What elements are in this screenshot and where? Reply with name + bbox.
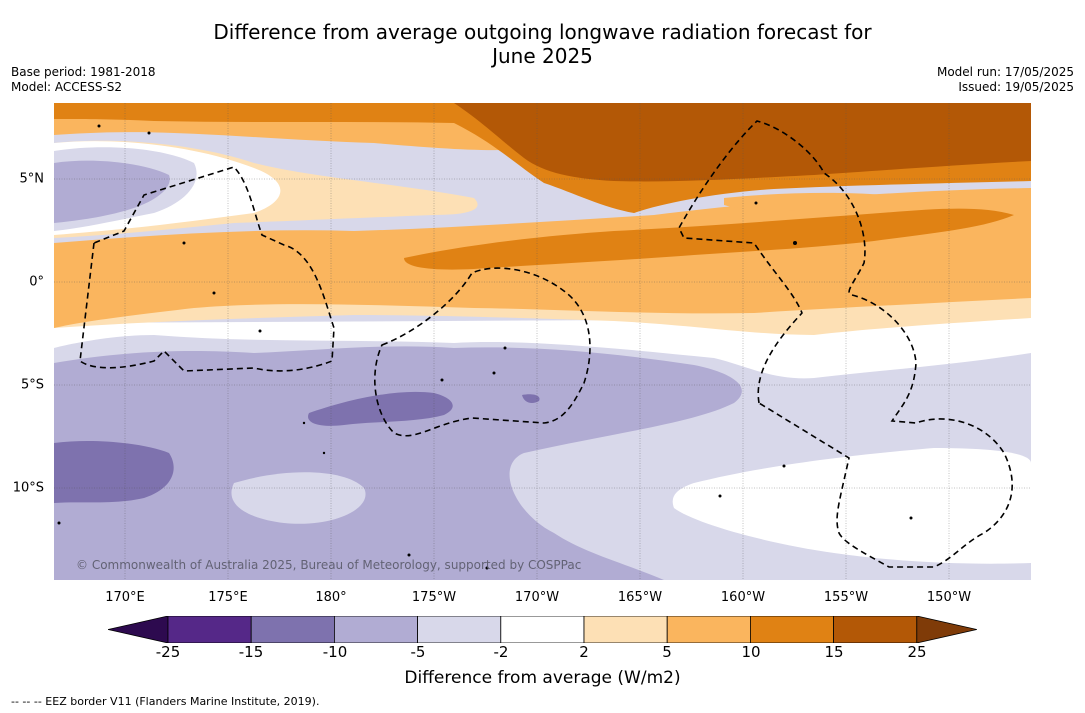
lat-label-5n: 5°N bbox=[19, 171, 45, 187]
base-period: Base period: 1981-2018 bbox=[11, 65, 156, 79]
colorbar-tick: 2 bbox=[579, 643, 589, 661]
model-name: Model: ACCESS-S2 bbox=[11, 80, 123, 94]
graticule bbox=[54, 103, 1031, 580]
lon-label-160w: 160°W bbox=[720, 590, 766, 605]
colorbar-segment bbox=[333, 615, 418, 644]
olr-anomaly-map bbox=[54, 103, 1031, 580]
lon-label-155w: 155°W bbox=[823, 590, 869, 605]
eez-legend: -- -- -- EEZ border V11 (Flanders Marine… bbox=[11, 695, 320, 708]
colorbar-segment bbox=[583, 615, 668, 644]
band-dark-purple-spot bbox=[522, 394, 540, 403]
model-run-date: Model run: 17/05/2025 bbox=[936, 65, 1074, 79]
lat-label-0: 0° bbox=[29, 274, 44, 290]
lon-label-165w: 165°W bbox=[617, 590, 663, 605]
colorbar-tick: 25 bbox=[907, 643, 927, 661]
band-dark-purple-west bbox=[54, 441, 174, 503]
colorbar-tick: 5 bbox=[662, 643, 672, 661]
colorbar-tick: -15 bbox=[238, 643, 264, 661]
chart-title: Difference from average outgoing longwav… bbox=[0, 20, 1085, 68]
lon-label-170e: 170°E bbox=[105, 590, 145, 605]
band-dark-orange-northeast bbox=[454, 103, 1031, 182]
band-light-purple-patch bbox=[231, 472, 366, 524]
colorbar-label: Difference from average (W/m2) bbox=[404, 668, 681, 688]
colorbar-tick: -25 bbox=[155, 643, 181, 661]
band-mid-purple-south bbox=[54, 346, 742, 580]
colorbar-tick: 10 bbox=[741, 643, 761, 661]
title-line-1: Difference from average outgoing longwav… bbox=[213, 20, 872, 44]
colorbar-segment bbox=[666, 615, 751, 644]
copyright-text: © Commonwealth of Australia 2025, Bureau… bbox=[76, 558, 582, 572]
colorbar-tick: 15 bbox=[824, 643, 844, 661]
meta-right: Model run: 17/05/2025 Issued: 19/05/2025 bbox=[937, 65, 1074, 95]
lat-label-5s: 5°S bbox=[20, 377, 44, 393]
colorbar-segment bbox=[167, 615, 252, 644]
colorbar-tick: -10 bbox=[322, 643, 348, 661]
issued-date: Issued: 19/05/2025 bbox=[958, 80, 1074, 94]
lon-label-175e: 175°E bbox=[208, 590, 248, 605]
colorbar-tick: -5 bbox=[410, 643, 426, 661]
colorbar-segment bbox=[250, 615, 335, 644]
colorbar-tick: -2 bbox=[493, 643, 509, 661]
lon-label-175w: 175°W bbox=[411, 590, 457, 605]
colorbar-extend-high bbox=[916, 615, 977, 644]
lat-label-10s: 10°S bbox=[12, 480, 44, 496]
colorbar-extend-low bbox=[107, 615, 169, 644]
colorbar-segment bbox=[417, 615, 502, 644]
lon-label-150w: 150°W bbox=[926, 590, 972, 605]
colorbar-segment bbox=[750, 615, 835, 644]
title-line-2: June 2025 bbox=[492, 44, 593, 68]
meta-left: Base period: 1981-2018 Model: ACCESS-S2 bbox=[11, 65, 156, 95]
colorbar-segment bbox=[833, 615, 918, 644]
map-svg bbox=[54, 103, 1031, 580]
colorbar-segment bbox=[500, 615, 585, 644]
eez-borders bbox=[79, 120, 1013, 568]
lon-label-180: 180° bbox=[315, 590, 347, 605]
island-specks bbox=[57, 124, 913, 570]
lon-label-170w: 170°W bbox=[514, 590, 560, 605]
band-mid-purple-north bbox=[54, 160, 170, 223]
band-white-southeast bbox=[672, 448, 1031, 564]
colorbar bbox=[107, 615, 978, 644]
colorbar-svg bbox=[107, 615, 977, 644]
